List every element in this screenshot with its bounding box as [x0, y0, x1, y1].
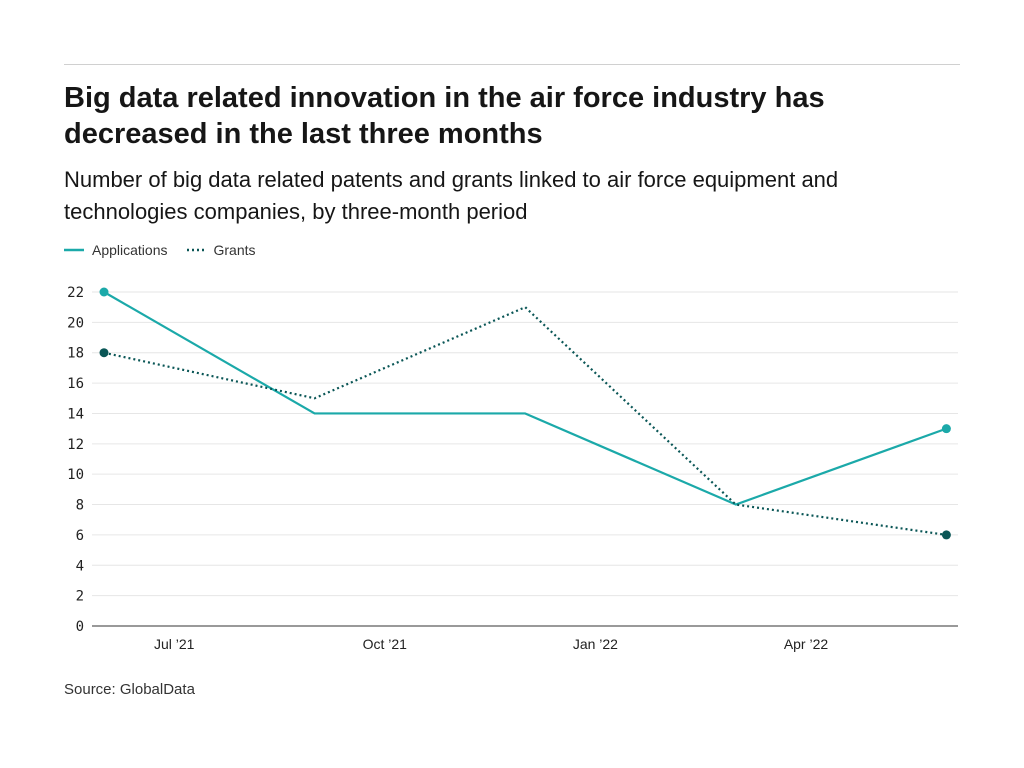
legend-label: Grants	[213, 242, 256, 258]
y-tick-label: 16	[67, 376, 84, 392]
legend-label: Applications	[92, 242, 168, 258]
y-tick-label: 14	[67, 406, 84, 422]
y-tick-label: 18	[67, 346, 84, 362]
top-rule	[64, 64, 960, 65]
source-note: Source: GlobalData	[64, 681, 195, 698]
series-line-grants	[103, 306, 947, 536]
legend-item-grants: Grants	[186, 242, 256, 258]
y-tick-label: 8	[76, 498, 84, 514]
series-line-applications	[103, 291, 947, 506]
legend: Applications Grants	[64, 242, 256, 258]
y-tick-label: 20	[67, 315, 84, 331]
data-point-grants	[99, 348, 109, 358]
data-point-applications	[99, 287, 109, 297]
y-tick-label: 0	[76, 619, 84, 635]
x-tick-label: Jan ’22	[573, 636, 618, 652]
y-tick-label: 2	[76, 589, 84, 605]
legend-item-applications: Applications	[64, 242, 168, 258]
x-tick-label: Apr ’22	[784, 636, 829, 652]
y-tick-label: 12	[67, 437, 84, 453]
y-tick-label: 10	[67, 467, 84, 483]
y-tick-label: 6	[76, 528, 84, 544]
data-point-applications	[941, 424, 951, 434]
chart-title: Big data related innovation in the air f…	[64, 82, 825, 150]
y-tick-label: 4	[76, 558, 84, 574]
data-point-grants	[941, 530, 951, 540]
chart-subtitle: Number of big data related patents and g…	[64, 167, 839, 224]
legend-swatch-applications	[64, 248, 84, 252]
x-tick-label: Jul ’21	[154, 636, 195, 652]
legend-swatch-grants	[186, 248, 206, 252]
x-tick-label: Oct ’21	[363, 636, 408, 652]
y-tick-label: 22	[67, 285, 84, 301]
